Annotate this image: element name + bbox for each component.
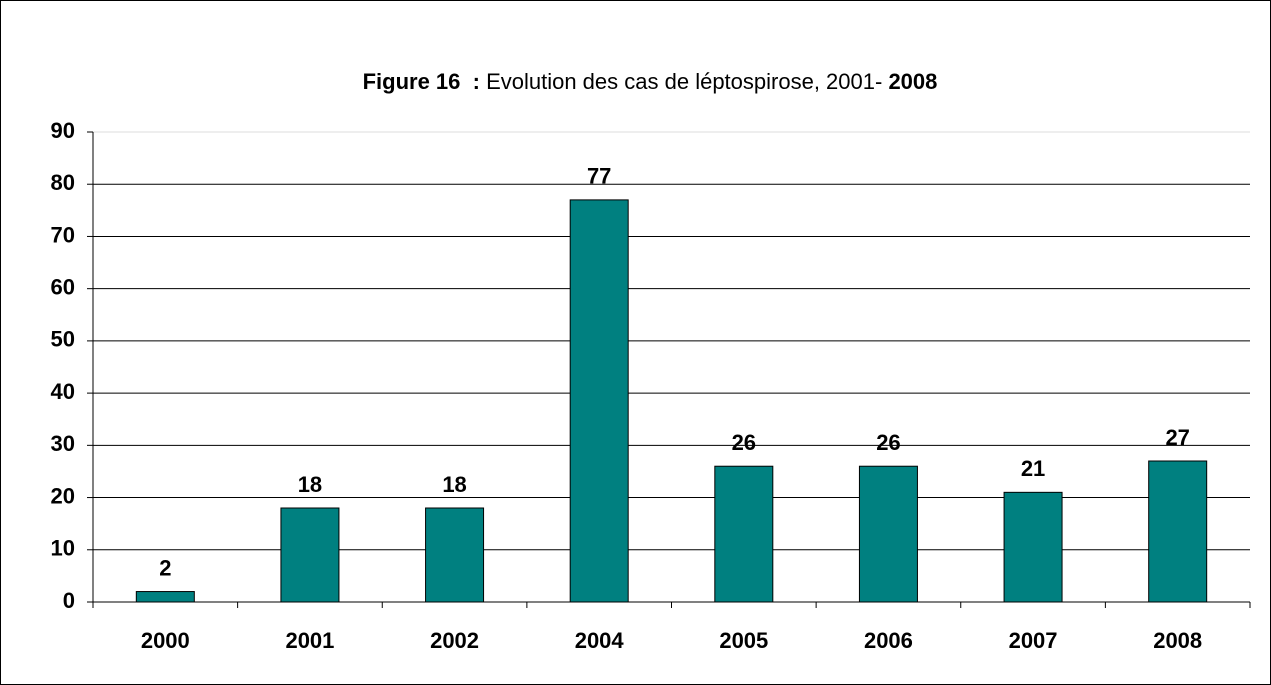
data-label: 26: [732, 430, 756, 455]
y-tick-label: 10: [51, 536, 75, 561]
data-label: 18: [442, 472, 466, 497]
data-label: 27: [1165, 425, 1189, 450]
y-tick-label: 0: [63, 588, 75, 613]
bar: [425, 507, 485, 603]
title-part: Figure 16 :: [363, 69, 480, 94]
y-tick-label: 50: [51, 327, 75, 352]
y-tick-label: 60: [51, 274, 75, 299]
bar: [1148, 460, 1208, 603]
x-tick-label: 2006: [864, 628, 913, 653]
x-tick-label: 2004: [575, 628, 625, 653]
chart-title: Figure 16 : Evolution des cas de léptosp…: [363, 69, 938, 94]
bar: [569, 199, 629, 603]
bar: [135, 591, 195, 603]
bar: [858, 465, 918, 603]
data-label: 2: [159, 555, 171, 580]
bar: [714, 465, 774, 603]
data-label: 18: [298, 472, 322, 497]
x-tick-label: 2001: [285, 628, 334, 653]
title-part: 2008: [888, 69, 937, 94]
data-label: 21: [1021, 456, 1045, 481]
y-tick-label: 20: [51, 483, 75, 508]
title-part: Evolution des cas de léptospirose, 2001-: [480, 69, 888, 94]
x-tick-label: 2000: [141, 628, 190, 653]
bar: [1003, 491, 1063, 603]
y-tick-label: 40: [51, 379, 75, 404]
y-tick-label: 80: [51, 170, 75, 195]
y-tick-label: 30: [51, 431, 75, 456]
x-tick-label: 2008: [1153, 628, 1202, 653]
y-tick-label: 90: [51, 118, 75, 143]
x-tick-label: 2005: [719, 628, 768, 653]
bar: [280, 507, 340, 603]
y-tick-label: 70: [51, 222, 75, 247]
x-tick-label: 2007: [1009, 628, 1058, 653]
x-tick-label: 2002: [430, 628, 479, 653]
data-label: 26: [876, 430, 900, 455]
data-label: 77: [587, 164, 611, 189]
